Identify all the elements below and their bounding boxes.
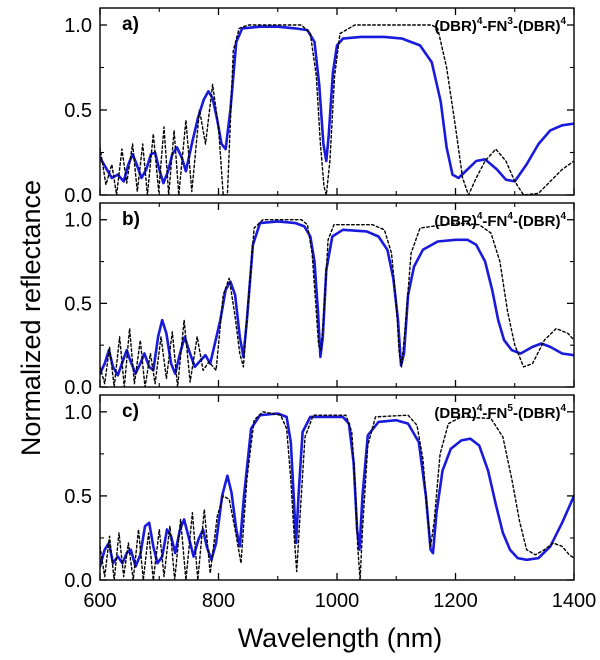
- x-tick-label: 800: [202, 590, 235, 612]
- panel-title-superscript: 4: [477, 403, 483, 414]
- panel-title-part: -(DBR): [513, 405, 560, 422]
- y-tick-label: 0.5: [64, 486, 92, 508]
- panel-title: (DBR)4-FN5-(DBR)4: [434, 403, 566, 422]
- y-tick-label: 0.0: [64, 377, 92, 399]
- x-tick-label: 600: [83, 590, 116, 612]
- panel-title-superscript: 4: [560, 403, 566, 414]
- panel-title-part: -FN: [482, 213, 507, 230]
- panel-title-part: (DBR): [434, 18, 477, 35]
- simulated-curve: [100, 219, 574, 387]
- panel-title-part: (DBR): [434, 213, 477, 230]
- panels-group: 0.00.51.0 a) (DBR)4-FN3-(DBR)40.00.51.0 b)(…: [64, 7, 597, 612]
- x-tick-label: 1200: [433, 590, 478, 612]
- panel-title: (DBR)4-FN4-(DBR)4: [434, 211, 566, 230]
- panel-title-superscript: 4: [560, 16, 566, 27]
- panel-letter: b): [122, 209, 140, 230]
- panel-title-part: -(DBR): [513, 213, 560, 230]
- panel-title-superscript: 4: [560, 211, 566, 222]
- y-tick-label: 0.5: [64, 293, 92, 315]
- panel-title-superscript: 4: [507, 211, 513, 222]
- x-tick-label: 1400: [552, 590, 597, 612]
- panel-title-superscript: 4: [477, 16, 483, 27]
- panel-title-part: -FN: [482, 18, 507, 35]
- panel-title-part: -FN: [482, 405, 507, 422]
- panel-title-part: -(DBR): [513, 18, 560, 35]
- panel-2: 0.00.51.0 b) (DBR)4-FN4-(DBR)4: [64, 202, 575, 399]
- y-tick-label: 1.0: [64, 210, 92, 232]
- panel-letter: a): [122, 14, 139, 35]
- y-tick-label: 1.0: [64, 402, 92, 424]
- panel-title-superscript: 3: [507, 16, 513, 27]
- panel-title-part: (DBR): [434, 405, 477, 422]
- y-tick-label: 0.5: [64, 100, 92, 122]
- panel-1: 0.00.51.0 a) (DBR)4-FN3-(DBR)4: [64, 7, 575, 207]
- panel-title: (DBR)4-FN3-(DBR)4: [434, 16, 566, 35]
- y-tick-label: 0.0: [64, 185, 92, 207]
- measured-curve: [100, 25, 574, 185]
- measured-curve: [100, 412, 574, 568]
- simulated-curve: [100, 24, 574, 195]
- panel-title-superscript: 4: [477, 211, 483, 222]
- measured-curve: [100, 220, 574, 377]
- simulated-curve: [100, 411, 574, 580]
- panel-letter: c): [122, 401, 139, 422]
- panel-title-superscript: 5: [507, 403, 513, 414]
- y-tick-label: 1.0: [64, 15, 92, 37]
- panel-frame: [99, 394, 575, 581]
- x-axis-title: Wavelength (nm): [238, 623, 443, 653]
- x-tick-label: 1000: [315, 590, 360, 612]
- y-axis-title: Normalized reflectance: [16, 180, 46, 456]
- y-tick-label: 0.0: [64, 570, 92, 592]
